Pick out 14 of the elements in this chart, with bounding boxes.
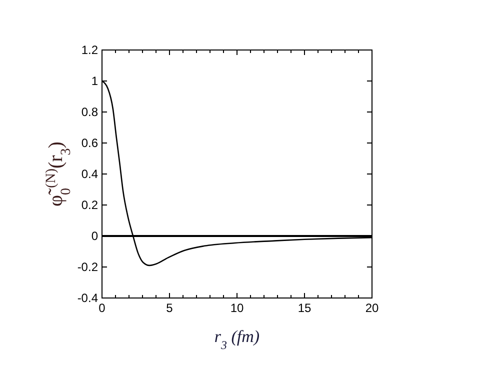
y-tick-label: 0.2	[81, 198, 98, 212]
x-tick-label: 5	[166, 301, 174, 315]
y-tick-label: 0.6	[81, 136, 98, 150]
y-tick-label: -0.2	[77, 260, 98, 274]
y-tick-label: 0	[91, 229, 98, 244]
y-tick-label: 0.4	[81, 167, 98, 182]
x-axis-title: r$_{3}$ (fm)	[214, 327, 260, 352]
y-tick-label: 1.2	[81, 43, 98, 58]
y-tick-label: 1	[91, 74, 98, 88]
y-tick-label: -0.4	[77, 291, 98, 306]
y-tick-label: 0.8	[81, 105, 98, 120]
x-tick-label: 20	[365, 301, 379, 315]
x-tick-label: 15	[298, 301, 312, 315]
x-tick-label: 10	[230, 301, 244, 315]
